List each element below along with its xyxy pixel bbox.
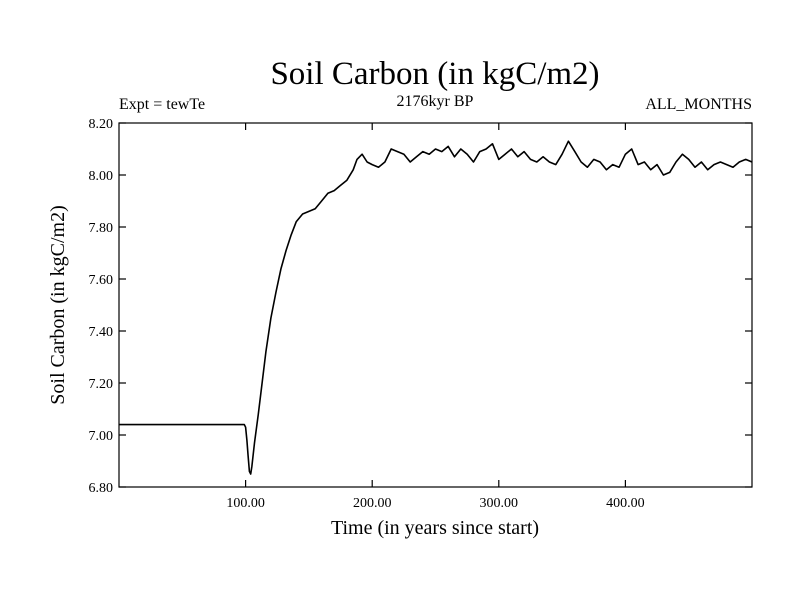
x-tick-label: 100.00 <box>226 496 265 511</box>
y-axis-label: Soil Carbon (in kgC/m2) <box>47 205 69 404</box>
y-tick-label: 8.00 <box>89 169 114 184</box>
x-axis-ticks <box>245 123 627 487</box>
plot-area: 100.00 200.00 300.00 400.00 6.80 7.00 7.20 7.4… <box>89 117 753 511</box>
x-tick-label: 400.00 <box>606 496 645 511</box>
x-tick-label: 300.00 <box>480 496 519 511</box>
x-axis-label: Time (in years since start) <box>331 517 539 539</box>
x-axis-tick-labels: 100.00 200.00 300.00 400.00 <box>226 496 644 511</box>
months-label: ALL_MONTHS <box>645 96 752 113</box>
y-tick-label: 7.00 <box>89 429 114 444</box>
y-tick-label: 7.20 <box>89 377 114 392</box>
y-tick-label: 6.80 <box>89 481 114 496</box>
y-tick-label: 7.40 <box>89 325 114 340</box>
experiment-label: Expt = tewTe <box>119 96 205 113</box>
plot-frame <box>118 122 753 488</box>
y-tick-label: 8.20 <box>89 117 114 132</box>
y-axis-ticks <box>119 122 752 488</box>
y-tick-label: 7.80 <box>89 221 114 236</box>
x-tick-label: 200.00 <box>353 496 392 511</box>
soil-carbon-series-line <box>119 140 753 475</box>
y-axis-tick-labels: 6.80 7.00 7.20 7.40 7.60 7.80 8.00 8.20 <box>89 117 114 496</box>
chart-title: Soil Carbon (in kgC/m2) <box>270 56 599 92</box>
y-tick-label: 7.60 <box>89 273 114 288</box>
period-label: 2176kyr BP <box>397 93 474 110</box>
